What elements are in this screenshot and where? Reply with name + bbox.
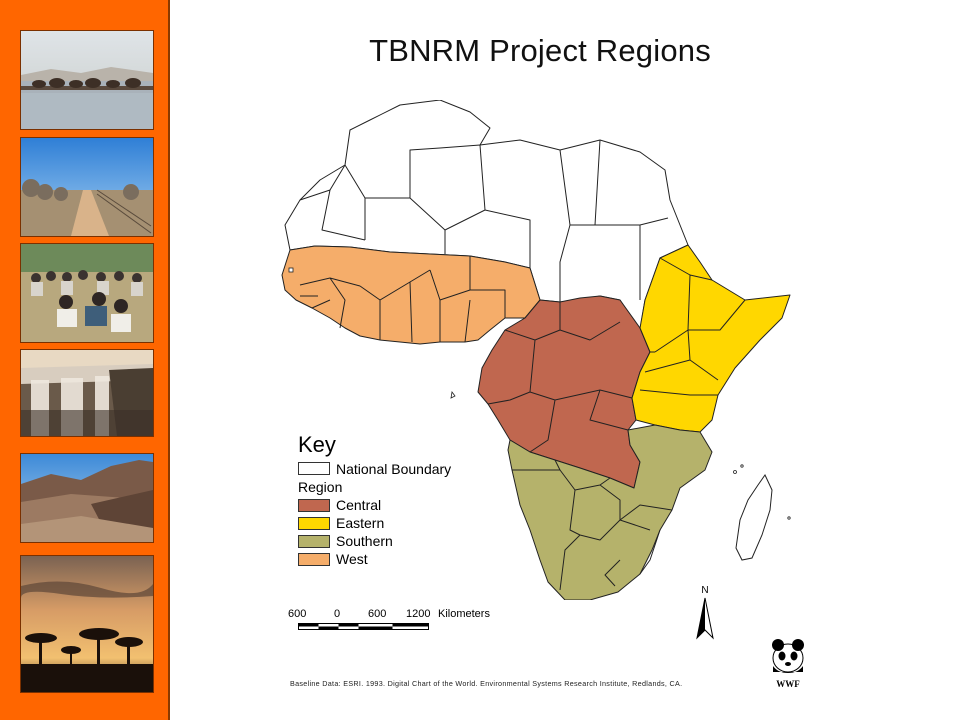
dirt-road-fence-photo [20,137,154,237]
west-region [281,245,541,345]
legend-swatch-west [298,553,330,566]
page-title: TBNRM Project Regions [369,33,711,68]
north-arrow-icon [696,597,714,640]
scale-label-1200: 1200 [406,608,431,620]
legend-swatch-central [298,499,330,512]
scale-label-0: 0 [334,608,341,620]
eastern-region [631,244,791,433]
scale-label-units: Kilometers [438,608,490,620]
sidebar [0,0,170,720]
madagascar-island [735,474,773,561]
africa-map [281,100,791,600]
legend-swatch-eastern [298,517,330,530]
wwf-logo-text: WWF [776,679,800,689]
north-arrow-label: N [701,585,709,596]
wwf-logo: WWF [766,636,810,689]
legend-label-eastern: Eastern [336,515,385,531]
legend-label-national-boundary: National Boundary [336,461,452,477]
mountain-valley-photo [20,453,154,543]
scale-label-600-right: 600 [368,608,387,620]
acacia-sunset-photo [20,555,154,693]
map-legend: Key National Boundary Region Central Eas… [298,432,498,567]
panda-icon [772,639,804,673]
legend-region-heading: Region [298,479,343,495]
elephants-at-waterhole-photo [20,30,154,130]
central-region [477,295,651,489]
legend-label-southern: Southern [336,533,393,549]
source-credit: Baseline Data: ESRI. 1993. Digital Chart… [290,679,683,688]
legend-swatch-southern [298,535,330,548]
scale-label-600-left: 600 [288,608,307,620]
north-arrow: N [694,585,716,645]
legend-title: Key [298,432,336,457]
legend-swatch-national-boundary [298,462,330,475]
legend-label-central: Central [336,497,382,513]
waterfall-gorge-photo [20,349,154,437]
legend-label-west: West [336,551,368,567]
community-meeting-photo [20,243,154,343]
scale-bar-graphic [298,623,429,630]
